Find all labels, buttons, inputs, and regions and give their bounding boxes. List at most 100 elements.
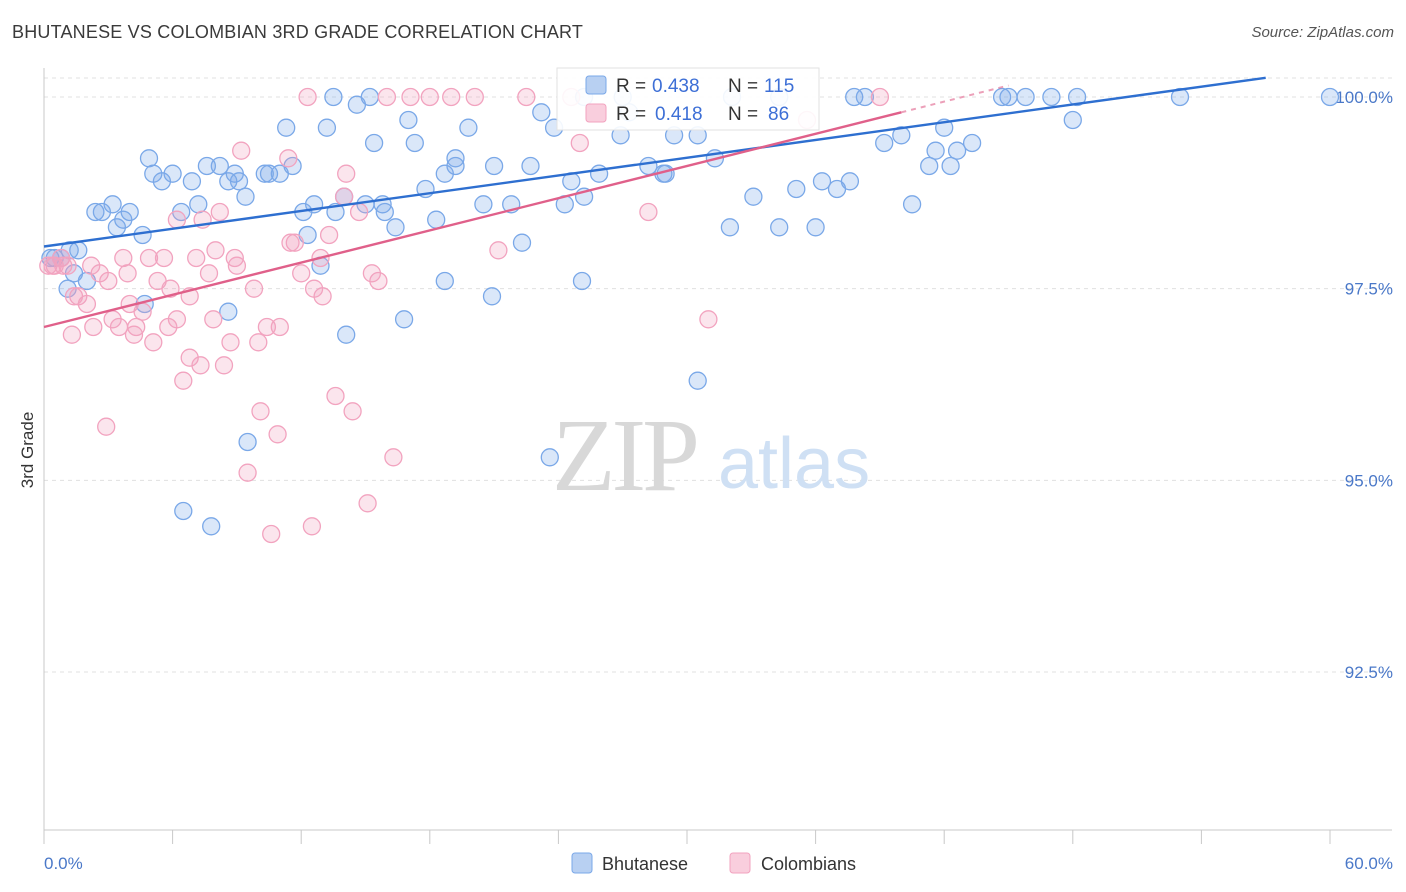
colombians-point xyxy=(124,325,144,344)
bhutanese-point xyxy=(197,156,217,176)
axes xyxy=(43,68,1392,831)
watermark: ZIP atlas xyxy=(552,398,870,513)
y-tick-label: 97.5% xyxy=(1345,280,1393,299)
colombians-point xyxy=(210,202,229,222)
bhutanese-point xyxy=(875,133,894,153)
colombians-point xyxy=(206,241,225,260)
colombians-point xyxy=(442,87,461,107)
colombians-point xyxy=(262,524,281,544)
bhutanese-point xyxy=(806,218,825,237)
colombians-point xyxy=(337,164,356,183)
colombians-point xyxy=(362,264,382,283)
colombians-point xyxy=(699,310,718,329)
colombians-point xyxy=(154,248,174,268)
bhutanese-point xyxy=(427,210,446,229)
watermark-atlas: atlas xyxy=(718,424,870,504)
y-tick-label: 100.0% xyxy=(1335,88,1393,107)
bhutanese-point xyxy=(892,126,911,145)
legend-r-value-2: 0.418 xyxy=(655,104,703,125)
colombians-point xyxy=(238,463,257,482)
bhutanese-point xyxy=(902,195,922,214)
colombians-point xyxy=(343,402,362,421)
colombians-point xyxy=(270,317,289,337)
bhutanese-point xyxy=(360,87,379,107)
colombians-point xyxy=(109,317,129,337)
y-tick-label: 92.5% xyxy=(1345,663,1393,682)
bhutanese-point xyxy=(941,156,960,176)
grid-lines xyxy=(44,77,1392,673)
bhutanese-point xyxy=(521,156,540,176)
bhutanese-point xyxy=(540,448,559,467)
colombians-point xyxy=(64,287,84,306)
colombians-point xyxy=(84,317,103,337)
bhutanese-point xyxy=(787,179,806,199)
y-axis-label: 3rd Grade xyxy=(18,412,37,489)
x-tick-label-end: 60.0% xyxy=(1345,854,1393,873)
legend-n-value-2: 86 xyxy=(768,104,789,125)
colombians-point xyxy=(159,317,178,337)
bhutanese-point xyxy=(229,172,249,191)
bhutanese-point xyxy=(572,271,592,291)
chart-title: BHUTANESE VS COLOMBIAN 3RD GRADE CORRELA… xyxy=(12,22,584,42)
bhutanese-point xyxy=(163,164,182,183)
colombians-point xyxy=(144,333,163,352)
colombians-point xyxy=(319,225,339,245)
x-tick-labels: 0.0% 60.0% xyxy=(43,830,1393,873)
colombians-point xyxy=(517,87,536,107)
colombians-point xyxy=(279,149,298,168)
stats-legend: R = 0.438 N = 115 R = 0.418 N = 86 xyxy=(556,67,820,131)
colombians-point xyxy=(257,317,277,337)
colombians-trend-extension xyxy=(901,84,1009,114)
bhutanese-point xyxy=(812,172,832,191)
bhutanese-point xyxy=(255,164,274,183)
colombians-point xyxy=(232,141,251,160)
bhutanese-point xyxy=(1016,87,1035,107)
bhutanese-point xyxy=(174,501,193,521)
bhutanese-point xyxy=(1063,110,1082,130)
bhutanese-point xyxy=(840,172,860,191)
colombians-point xyxy=(54,256,73,275)
colombians-point xyxy=(292,264,311,283)
colombians-point xyxy=(358,494,377,513)
bhutanese-trend-line xyxy=(43,76,1266,248)
bhutanese-point xyxy=(394,310,414,329)
colombians-point xyxy=(349,202,369,222)
bhutanese-point xyxy=(435,271,454,291)
colombians-point xyxy=(43,256,62,275)
bhutanese-point xyxy=(182,172,202,191)
colombians-point xyxy=(420,87,439,107)
bhutanese-point xyxy=(926,141,945,160)
bhutanese-point xyxy=(219,302,238,321)
colombians-point xyxy=(298,87,317,107)
legend-swatch-colombians xyxy=(585,103,607,123)
bhutanese-point xyxy=(1042,87,1061,107)
bhutanese-point xyxy=(474,195,493,214)
bhutanese-point xyxy=(484,156,504,176)
colombians-point xyxy=(377,87,397,107)
bhutanese-point xyxy=(482,287,502,306)
bhutanese-point xyxy=(855,87,875,107)
legend-n-label-2: N = xyxy=(728,104,758,125)
colombians-point xyxy=(401,87,420,107)
bottom-legend-bhutanese: Bhutanese xyxy=(602,854,688,874)
colombians-point xyxy=(187,248,206,268)
bhutanese-point xyxy=(139,149,159,168)
bhutanese-point xyxy=(688,371,707,390)
colombians-trend-line xyxy=(43,111,902,329)
colombians-point xyxy=(199,264,219,283)
bhutanese-point xyxy=(947,141,967,160)
bhutanese-point xyxy=(1067,87,1087,107)
colombians-point xyxy=(870,87,890,107)
bhutanese-point xyxy=(189,195,208,214)
bhutanese-point xyxy=(114,210,133,229)
colombians-point xyxy=(114,248,133,268)
bottom-legend-colombians: Colombians xyxy=(761,854,856,874)
legend-r-value-1: 0.438 xyxy=(652,76,700,97)
bhutanese-point xyxy=(639,156,658,176)
bhutanese-point xyxy=(920,156,939,176)
bhutanese-point xyxy=(992,87,1012,107)
bhutanese-point xyxy=(459,118,478,137)
y-tick-labels: 92.5% 95.0% 97.5% 100.0% xyxy=(1335,88,1393,682)
colombians-point xyxy=(251,402,270,421)
